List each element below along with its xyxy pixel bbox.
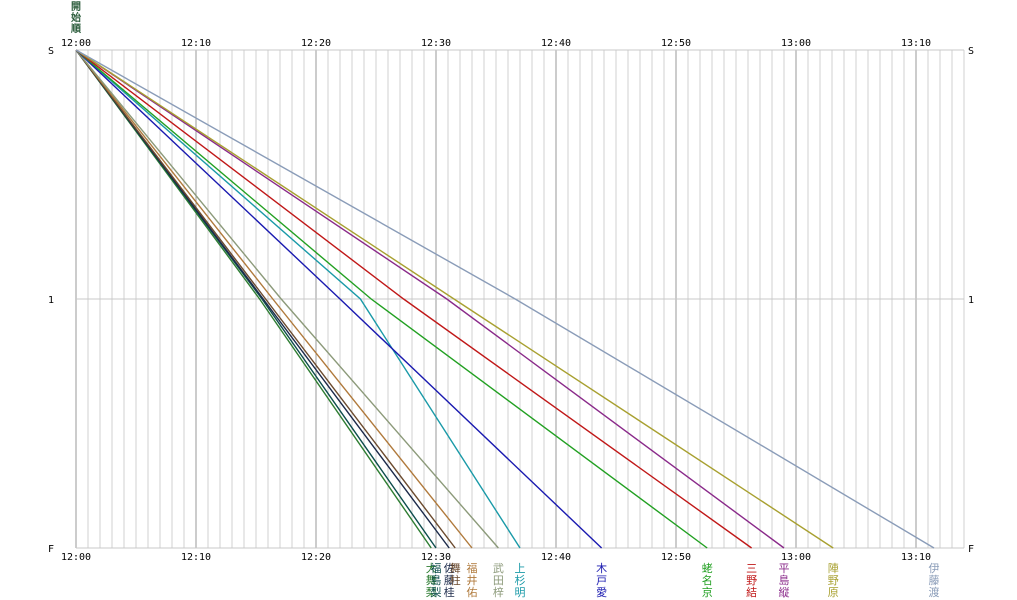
- x-tick-label-top: 12:10: [181, 38, 211, 49]
- runner-name-char: 井: [467, 573, 478, 587]
- runner-name-char: 桂: [444, 585, 455, 599]
- x-tick-label-bottom: 12:20: [301, 552, 331, 563]
- runner-name: 平島縦平島縦: [779, 562, 790, 599]
- runner-name: 上杉明上杉明: [515, 562, 526, 599]
- runner-name-char: 島: [431, 573, 442, 587]
- x-tick-label-top: 12:20: [301, 38, 331, 49]
- runner-name-char: 木: [596, 562, 607, 575]
- runner-name-char: 愛: [596, 586, 607, 599]
- series-lines: [75, 49, 935, 549]
- runner-name: 福井佑福井佑: [467, 561, 478, 599]
- runner-name-char: 柱: [450, 573, 461, 587]
- runner-name-char: 藤: [444, 574, 455, 587]
- x-tick-label-top: 12:00: [61, 38, 91, 49]
- y-tick-label-right: F: [968, 544, 974, 555]
- runner-name-char: 結: [746, 585, 757, 599]
- x-tick-label-bottom: 13:00: [781, 552, 811, 563]
- runner-name-char: 明: [515, 586, 526, 599]
- runner-name-char: 藤: [929, 574, 940, 587]
- header-label-char: 始: [71, 11, 81, 24]
- x-tick-label-top: 12:30: [421, 38, 451, 49]
- grid: [75, 49, 965, 549]
- x-tick-label-top: 13:10: [901, 38, 931, 49]
- y-tick-label-right: S: [968, 46, 974, 57]
- runner-name-char: 舞: [426, 574, 437, 587]
- series-line-4: [75, 49, 456, 549]
- runner-name-char: 縦: [779, 586, 790, 599]
- x-tick-label-bottom: 13:10: [901, 552, 931, 563]
- x-tick-label-top: 12:40: [541, 38, 571, 49]
- runner-name-char: 平: [779, 562, 790, 575]
- series-line-5: [75, 49, 473, 549]
- axes: 12:00 12:00 12:10 12:10 12:20 12:20 12:30 12:30…: [48, 1, 974, 563]
- y-tick-label-right: 1: [968, 295, 974, 306]
- runner-name-char: 伊: [929, 562, 940, 575]
- runner-name-char: 島: [779, 573, 790, 587]
- header-label-char: 開: [71, 1, 81, 13]
- runner-name-char: 三: [746, 562, 757, 575]
- x-tick-label-bottom: 12:50: [661, 552, 691, 563]
- runner-name-char: 名: [702, 573, 713, 587]
- runner-name-char: 福: [467, 561, 478, 575]
- x-tick-label-top: 12:50: [661, 38, 691, 49]
- series-line-12: [75, 49, 834, 549]
- runner-name: 木戸愛木戸愛: [596, 562, 607, 599]
- x-tick-label-bottom: 12:40: [541, 552, 571, 563]
- y-tick-label-left: 1: [48, 295, 54, 306]
- runner-name: 陣野原陣野原: [828, 562, 839, 599]
- series-line-7: [75, 49, 521, 549]
- runner-name: 佐藤桂佐藤桂: [444, 561, 455, 599]
- runner-name: 大舞梨大舞梨: [426, 561, 437, 599]
- runner-name: 蛯名京蛯名京: [702, 562, 713, 599]
- runner-name-char: 戸: [596, 574, 607, 587]
- runner-name-char: 梨: [426, 585, 437, 599]
- runner-name-char: 陣: [828, 562, 839, 575]
- runner-name-char: 野: [746, 574, 757, 587]
- runner-name: 舞柱舞柱: [450, 562, 461, 587]
- runner-name-char: 佐: [444, 561, 455, 575]
- runner-name-char: 田: [493, 574, 504, 587]
- runner-name-char: 原: [828, 586, 839, 599]
- series-line-11: [75, 49, 785, 549]
- x-tick-label-bottom: 12:10: [181, 552, 211, 563]
- runner-name-char: 上: [515, 562, 526, 575]
- runner-name-char: 京: [702, 585, 713, 599]
- series-line-10: [75, 49, 753, 549]
- x-tick-label-bottom: 12:30: [421, 552, 451, 563]
- runner-name-char: 舞: [450, 562, 461, 575]
- runner-name: 三野結三野結: [746, 562, 757, 599]
- series-line-6: [75, 49, 499, 549]
- runner-name-char: 福: [431, 561, 442, 575]
- x-tick-label-top: 13:00: [781, 38, 811, 49]
- runner-name-char: 武: [493, 562, 504, 575]
- series-line-8: [75, 49, 603, 549]
- header-label-char: 順: [70, 22, 82, 35]
- x-tick-label-bottom: 12:00: [61, 552, 91, 563]
- series-line-9: [75, 49, 708, 549]
- runner-name-char: 大: [426, 561, 437, 575]
- runner-name-char: 梓: [493, 585, 504, 599]
- runner-name-char: 渡: [929, 585, 940, 599]
- runner-name-char: 蛯: [702, 562, 713, 575]
- series-line-13: [75, 49, 935, 549]
- runner-name: 武田梓武田梓: [493, 562, 504, 599]
- runner-name-char: 杉: [515, 573, 526, 587]
- runner-labels: 大舞梨大舞梨福島梨福島梨佐藤桂佐藤桂舞柱舞柱福井佑福井佑武田梓武田梓上杉明上杉明…: [426, 561, 940, 599]
- runner-name: 伊藤渡伊藤渡: [929, 562, 940, 599]
- runner-name-char: 佑: [467, 585, 478, 599]
- runner-name-char: 野: [828, 574, 839, 587]
- y-tick-label-left: S: [48, 46, 54, 57]
- y-tick-label-left: F: [48, 544, 54, 555]
- runner-name: 福島梨福島梨: [431, 561, 442, 599]
- runner-name-char: 梨: [431, 585, 442, 599]
